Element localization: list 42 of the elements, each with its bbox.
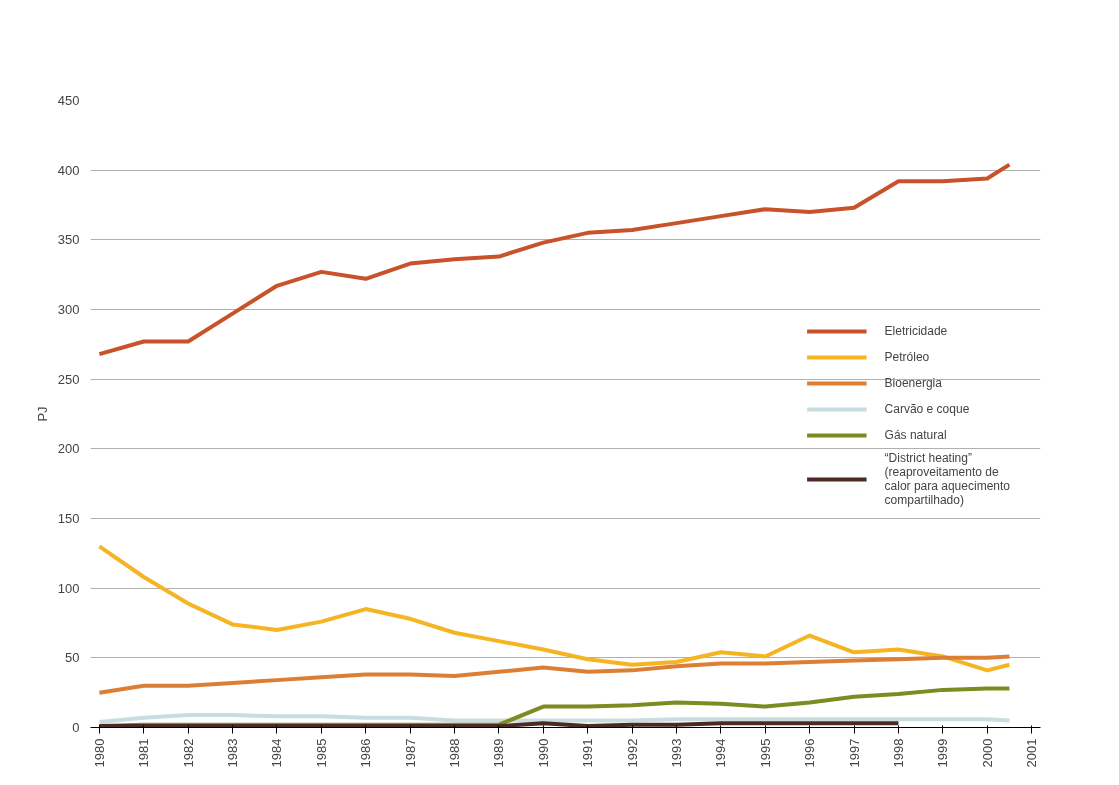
x-tick-label: 2000: [979, 738, 995, 768]
x-tick-label: 1993: [668, 738, 684, 768]
legend-label: Petróleo: [884, 349, 930, 364]
y-tick-label: 450: [57, 93, 80, 108]
legend-label: Bioenergia: [884, 375, 942, 390]
y-tick-label: 400: [57, 162, 80, 178]
x-tick-label: 1986: [358, 738, 374, 768]
y-tick-label: 150: [57, 511, 80, 526]
line-series: [97, 654, 1012, 695]
x-tick-label: 1996: [802, 738, 818, 768]
legend-label: Eletricidade: [884, 323, 948, 338]
legend-label: “District heating” (reaproveitamento de calor para aquecimento compartilhado): [884, 450, 1010, 507]
x-tick-label: 1985: [313, 738, 329, 768]
x-tick-label: 1984: [269, 738, 285, 768]
x-tick-label: 1995: [757, 738, 773, 768]
legend-label: Gás natural: [884, 427, 947, 442]
legend-label: Carvão e coque: [884, 401, 970, 416]
x-tick-label: 2001: [1024, 738, 1040, 768]
x-tick-label: 1999: [935, 738, 951, 768]
y-tick-label: 50: [65, 650, 80, 666]
y-tick-label: 100: [57, 580, 80, 596]
x-tick-label: 1991: [580, 738, 596, 768]
x-tick-label: 1992: [624, 738, 640, 768]
x-tick-label: 1990: [535, 738, 551, 768]
x-tick-label: 1981: [136, 738, 152, 768]
x-tick-label: 1983: [225, 738, 241, 768]
x-tick-label: 1980: [91, 738, 107, 768]
y-tick-label: 300: [57, 302, 80, 317]
y-tick-label: 0: [72, 720, 80, 735]
line-series: [97, 544, 1012, 673]
x-tick-label: 1988: [447, 738, 463, 768]
y-tick-label: 200: [57, 441, 80, 457]
line-series: [97, 712, 1012, 724]
y-tick-label: 350: [57, 232, 80, 248]
x-tick-label: 1989: [491, 738, 507, 768]
x-tick-label: 1994: [713, 738, 729, 768]
x-tick-label: 1998: [890, 738, 906, 768]
y-axis-title: PJ: [34, 406, 50, 422]
y-tick-label: 250: [57, 371, 80, 387]
x-tick-label: 1987: [402, 738, 418, 768]
x-tick-label: 1997: [846, 738, 862, 768]
x-tick-label: 1982: [180, 738, 196, 768]
